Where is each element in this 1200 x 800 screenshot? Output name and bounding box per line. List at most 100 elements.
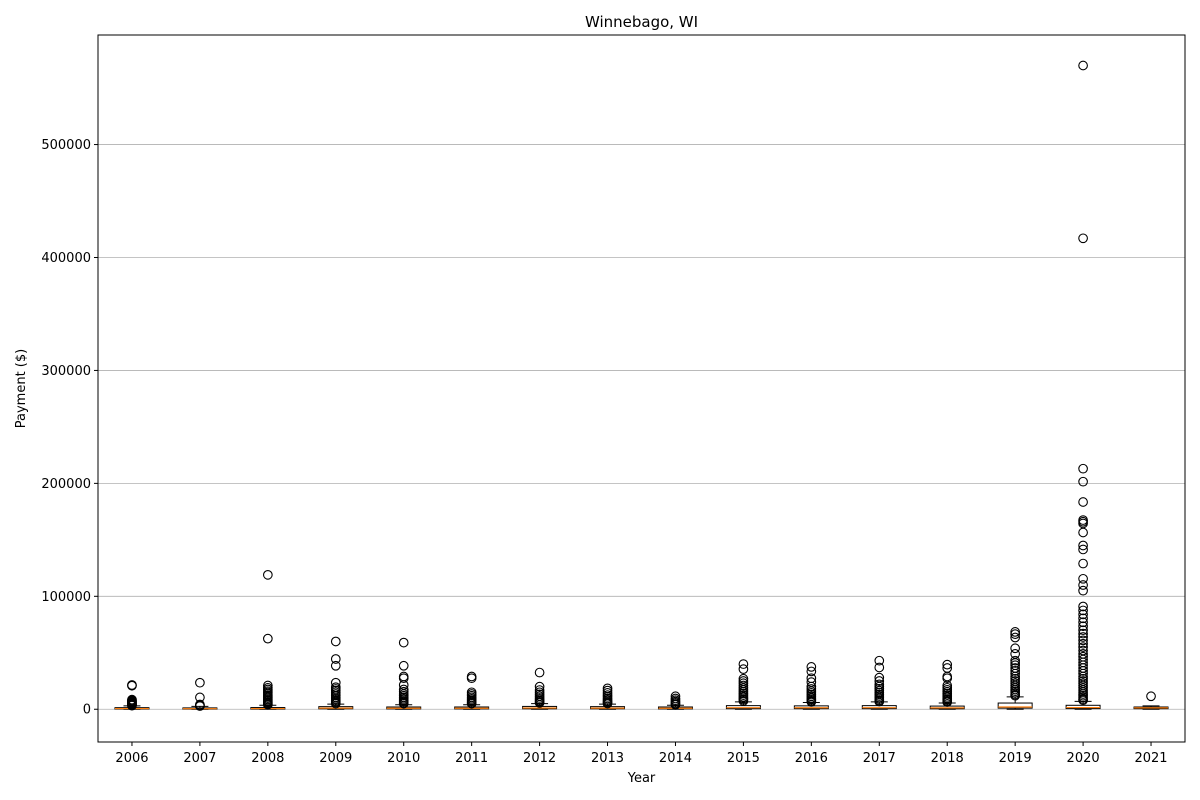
- box-series: [114, 696, 1169, 710]
- outlier-point: [1010, 665, 1021, 676]
- outlier-point: [874, 655, 885, 666]
- outlier-point: [195, 677, 205, 688]
- outlier-point: [942, 659, 953, 670]
- outlier-point: [942, 697, 953, 707]
- y-tick-label: 0: [83, 703, 91, 718]
- outlier-point: [1010, 627, 1021, 637]
- outlier-point: [1010, 655, 1021, 666]
- outlier-point: [1078, 233, 1088, 244]
- outlier-point: [1010, 678, 1021, 689]
- outlier-point: [195, 701, 205, 711]
- x-tick-label: 2014: [659, 751, 692, 766]
- outlier-point: [1078, 635, 1088, 646]
- outlier-point: [534, 667, 545, 678]
- outlier-point: [738, 696, 749, 706]
- outlier-point: [1078, 544, 1088, 555]
- outlier-point: [466, 698, 477, 709]
- outlier-point: [1078, 668, 1088, 679]
- x-tick-label: 2013: [591, 751, 624, 766]
- x-tick-label: 2020: [1067, 751, 1100, 766]
- outlier-point: [1010, 658, 1021, 668]
- outlier-point: [330, 677, 341, 688]
- outlier-point: [1078, 642, 1088, 652]
- x-axis-title: Year: [627, 771, 656, 786]
- x-tick-label: 2006: [115, 751, 148, 766]
- chart-title: Winnebago, WI: [585, 13, 698, 31]
- x-tick-label: 2015: [727, 751, 760, 766]
- outlier-point: [398, 698, 409, 709]
- outlier-point: [874, 662, 885, 673]
- box-2020: [1065, 700, 1101, 710]
- outlier-point: [330, 654, 341, 664]
- outlier-point: [942, 673, 953, 684]
- outlier-point: [806, 681, 817, 692]
- outlier-point: [806, 697, 817, 707]
- outlier-point: [534, 698, 545, 708]
- outlier-points: [127, 60, 1156, 711]
- outlier-point: [330, 636, 341, 647]
- outlier-point: [1078, 665, 1088, 676]
- outlier-point: [1078, 463, 1088, 474]
- y-tick-label: 500000: [41, 138, 91, 153]
- x-tick-label: 2007: [183, 751, 216, 766]
- outlier-point: [1078, 625, 1088, 636]
- outlier-point: [1078, 613, 1088, 624]
- outlier-point: [1010, 632, 1021, 643]
- outlier-point: [1078, 638, 1088, 649]
- x-axis-ticks: 2006 2007 2008 2009 2010 2011 2012 2013 2014 2015…: [115, 742, 1168, 766]
- outlier-point: [534, 681, 545, 692]
- outlier-point: [670, 699, 681, 710]
- outlier-point: [330, 698, 341, 709]
- box-2021: [1133, 705, 1169, 710]
- outlier-point: [1010, 629, 1021, 639]
- outlier-point: [1078, 628, 1088, 639]
- y-tick-label: 400000: [41, 251, 91, 266]
- x-tick-label: 2019: [999, 751, 1032, 766]
- outlier-point: [127, 680, 137, 691]
- outlier-point: [1078, 695, 1088, 706]
- x-tick-label: 2011: [455, 751, 488, 766]
- outlier-point: [1010, 690, 1021, 701]
- outlier-point: [1078, 609, 1088, 620]
- outlier-point: [806, 662, 817, 672]
- outlier-point: [1010, 668, 1021, 679]
- outlier-point: [874, 676, 885, 686]
- x-tick-label: 2010: [387, 751, 420, 766]
- y-axis-title: Payment ($): [14, 349, 29, 428]
- outlier-point: [1146, 691, 1156, 702]
- outlier-point: [466, 673, 477, 684]
- outlier-point: [806, 666, 817, 677]
- outlier-point: [1078, 527, 1088, 538]
- y-tick-label: 200000: [41, 477, 91, 492]
- outlier-point: [1078, 617, 1088, 628]
- x-tick-label: 2017: [863, 751, 896, 766]
- y-axis-ticks: 0 100000 200000 300000 400000 500000: [41, 138, 98, 718]
- outlier-point: [1078, 558, 1088, 569]
- outlier-point: [1010, 643, 1021, 654]
- outlier-point: [602, 685, 613, 696]
- iqr-box: [997, 702, 1033, 709]
- outlier-point: [1078, 632, 1088, 642]
- outlier-point: [942, 680, 953, 691]
- outlier-point: [1078, 60, 1088, 71]
- x-tick-label: 2021: [1134, 751, 1167, 766]
- outlier-point: [602, 698, 613, 709]
- x-tick-label: 2012: [523, 751, 556, 766]
- outlier-point: [262, 569, 273, 580]
- outlier-point: [398, 673, 409, 684]
- outlier-point: [738, 664, 749, 675]
- plot-area-frame: [97, 34, 1186, 743]
- outlier-point: [1078, 476, 1088, 487]
- outlier-point: [262, 633, 273, 644]
- x-tick-label: 2009: [319, 751, 352, 766]
- outlier-point: [1078, 585, 1088, 596]
- x-tick-label: 2018: [931, 751, 964, 766]
- outlier-point: [1078, 621, 1088, 632]
- x-tick-label: 2016: [795, 751, 828, 766]
- outlier-point: [330, 660, 341, 671]
- outlier-point: [1078, 573, 1088, 584]
- iqr-box: [1065, 704, 1101, 710]
- outlier-point: [1078, 682, 1088, 693]
- outlier-point: [127, 700, 137, 711]
- outlier-point: [534, 685, 545, 695]
